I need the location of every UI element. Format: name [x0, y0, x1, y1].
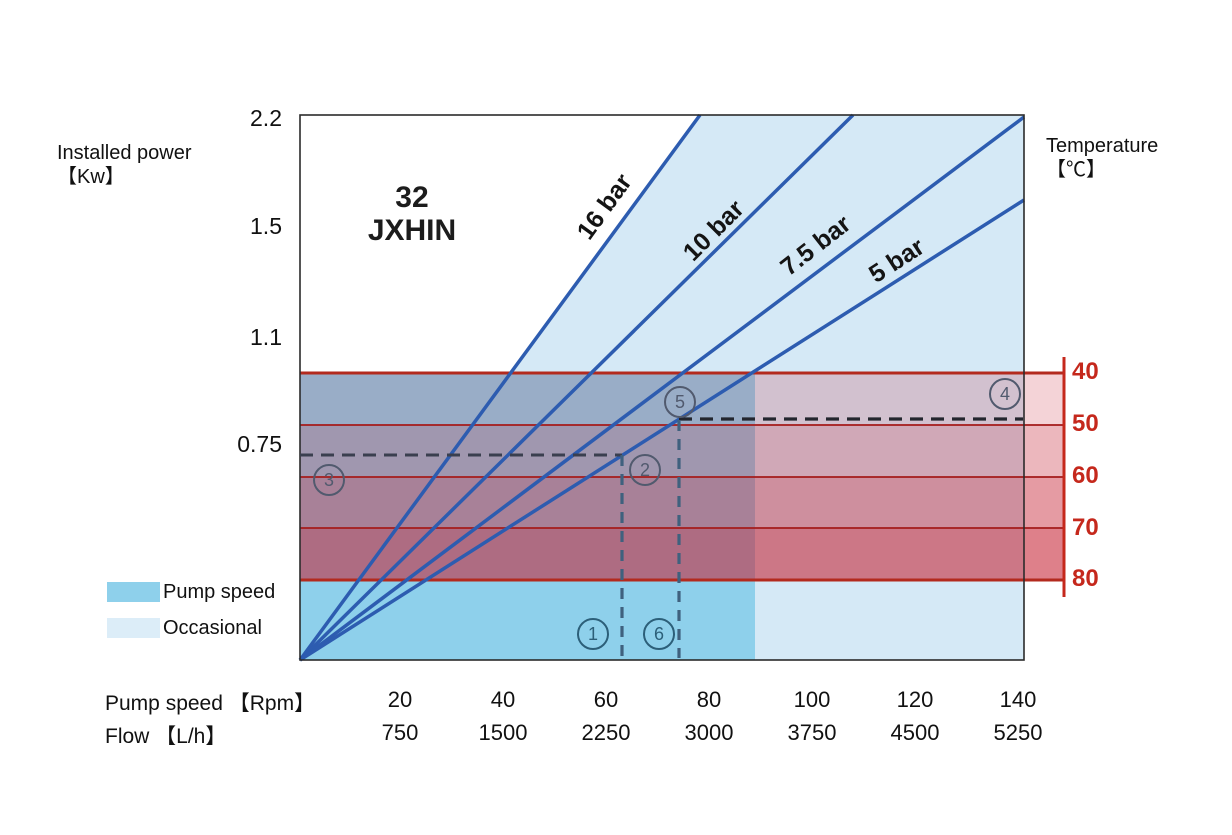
curve-7-5-bar [298, 115, 1026, 662]
temperature-axis-title-line2: 【℃】 [1046, 159, 1106, 181]
flow-tick-1500: 1500 [478, 720, 528, 745]
temp-tick-60: 60 [1072, 462, 1099, 489]
temp-tick-80: 80 [1072, 565, 1099, 592]
marker-circle-6: 6 [643, 618, 675, 650]
flow-axis-label: Flow 【L/h】 [105, 725, 227, 748]
flow-tick-2250: 2250 [581, 720, 631, 745]
legend-swatch-occasional [107, 618, 160, 638]
curve-10-bar [298, 113, 855, 662]
power-tick-1-1: 1.1 [250, 324, 282, 350]
legend-swatch-pump-speed [107, 582, 160, 602]
pump-speed-axis-label: Pump speed 【Rpm】 [105, 692, 316, 715]
rpm-tick-100: 100 [793, 687, 831, 712]
curve-5-bar [299, 198, 1025, 662]
rpm-tick-20: 20 [387, 687, 413, 712]
rpm-tick-140: 140 [999, 687, 1037, 712]
flow-tick-750: 750 [381, 720, 419, 745]
marker-circle-3: 3 [313, 464, 345, 496]
curve-16-bar [298, 113, 702, 662]
model-name: JXHIN [367, 214, 457, 247]
power-axis-title-line1: Installed power [57, 142, 192, 164]
model-label: 32 JXHIN [368, 181, 456, 247]
flow-tick-5250: 5250 [993, 720, 1043, 745]
temp-band-50-60 [300, 425, 1064, 477]
legend-label-pump-speed: Pump speed [163, 581, 276, 603]
rpm-tick-60: 60 [593, 687, 619, 712]
temp-tick-70: 70 [1072, 514, 1099, 541]
power-tick-0-75: 0.75 [237, 431, 282, 457]
marker-circle-4: 4 [989, 378, 1021, 410]
marker-circle-2: 2 [629, 454, 661, 486]
temp-tick-40: 40 [1072, 358, 1099, 385]
legend-label-occasional: Occasional [163, 617, 262, 639]
temp-tick-50: 50 [1072, 410, 1099, 437]
flow-tick-4500: 4500 [890, 720, 940, 745]
power-axis-title: Installed power 【Kw】 [57, 141, 192, 189]
flow-tick-3000: 3000 [684, 720, 734, 745]
marker-circle-5: 5 [664, 386, 696, 418]
rpm-tick-40: 40 [490, 687, 516, 712]
flow-tick-3750: 3750 [787, 720, 837, 745]
rpm-tick-120: 120 [896, 687, 934, 712]
plot-border [299, 114, 1025, 661]
power-tick-2-2: 2.2 [250, 105, 282, 131]
temperature-axis-title-line1: Temperature [1046, 135, 1159, 157]
model-size: 32 [395, 181, 429, 214]
power-tick-1-5: 1.5 [250, 213, 282, 239]
power-axis-title-line2: 【Kw】 [57, 166, 125, 188]
rpm-tick-80: 80 [696, 687, 722, 712]
marker-circle-1: 1 [577, 618, 609, 650]
temperature-axis-title: Temperature 【℃】 [1046, 134, 1158, 182]
